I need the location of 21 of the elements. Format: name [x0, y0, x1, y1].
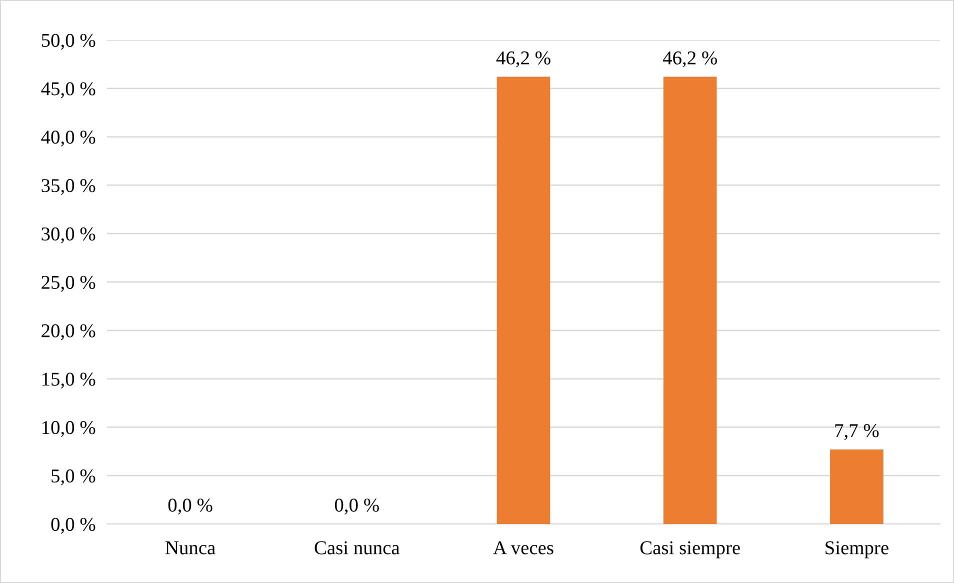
- data-label: 0,0 %: [334, 498, 379, 515]
- x-tick-label: Casi nunca: [314, 541, 400, 554]
- x-tick-label: A veces: [493, 541, 554, 554]
- data-label: 46,2 %: [662, 51, 717, 68]
- y-tick-label: 35,0 %: [42, 179, 96, 195]
- y-tick-label: 50,0 %: [42, 34, 96, 50]
- y-tick-label: 15,0 %: [42, 372, 96, 389]
- y-tick-label: 30,0 %: [42, 227, 96, 244]
- data-label: 46,2 %: [496, 51, 550, 68]
- y-tick-label: 20,0 %: [42, 324, 96, 340]
- y-tick-label: 10,0 %: [42, 421, 96, 437]
- y-tick-label: 40,0 %: [41, 130, 96, 147]
- x-tick-label: Casi siempre: [640, 541, 740, 558]
- y-tick-label: 45,0 %: [41, 82, 96, 98]
- x-tick-label: Siempre: [826, 541, 888, 558]
- y-tick-label: 0,0 %: [51, 518, 96, 534]
- y-tick-label: 5,0 %: [52, 469, 96, 486]
- y-tick-label: 25,0 %: [42, 276, 96, 292]
- x-tick-label: Nunca: [165, 541, 216, 554]
- data-label: 0,0 %: [168, 498, 212, 515]
- data-label: 7,7 %: [835, 424, 879, 440]
